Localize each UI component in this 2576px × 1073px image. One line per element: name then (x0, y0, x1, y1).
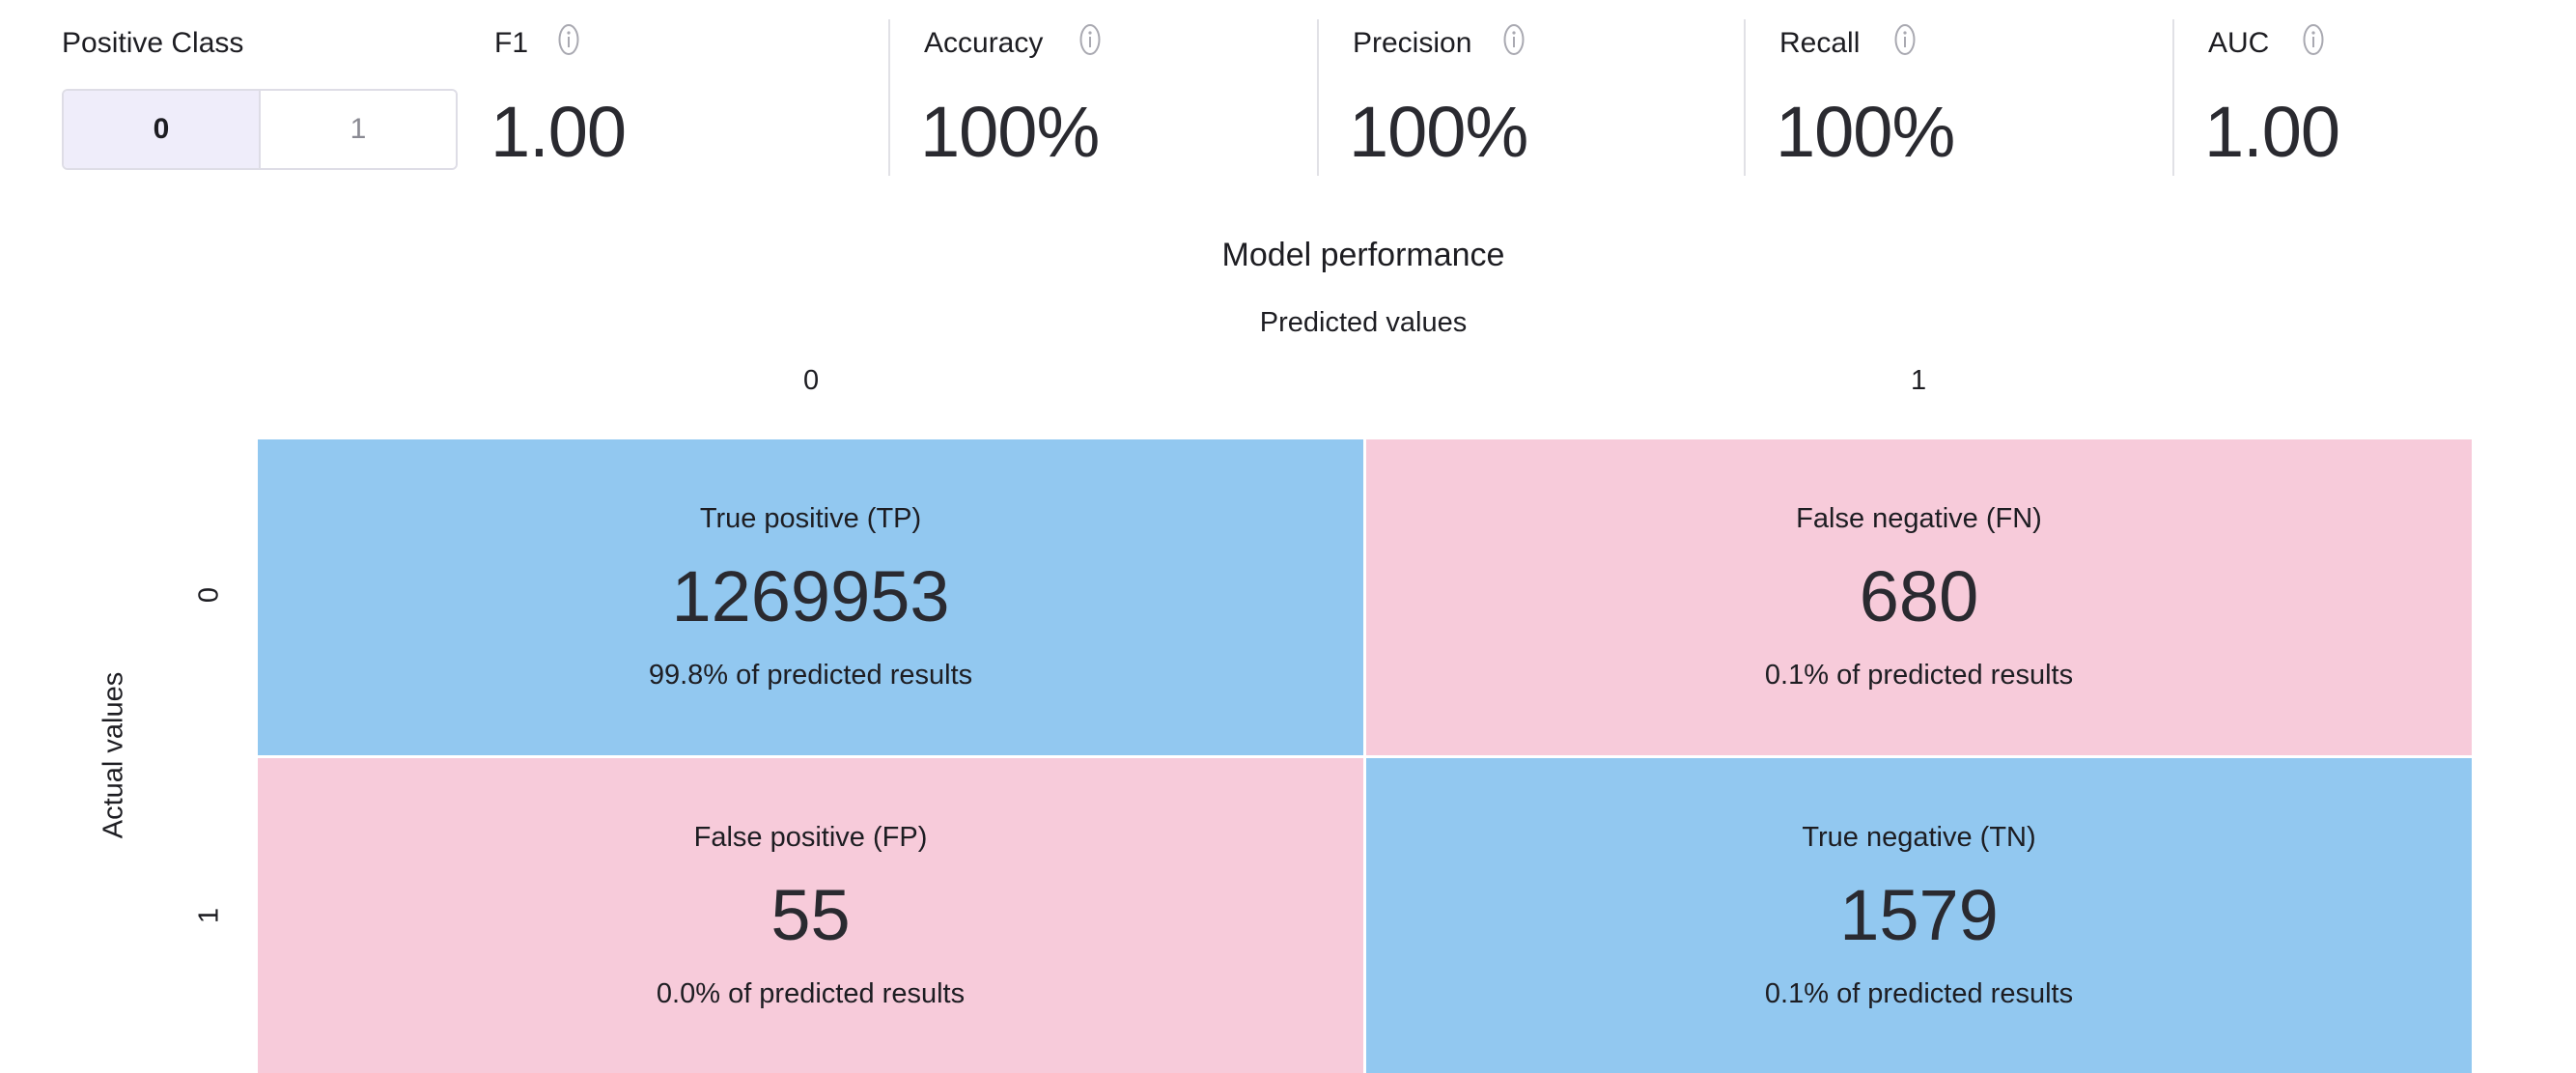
cell-count: 1269953 (671, 556, 950, 636)
metric-divider (888, 19, 890, 176)
chart-title: Model performance (1221, 237, 1505, 273)
metric-label: Precision (1353, 27, 1472, 59)
confusion-cell-false-positive: False positive (FP) 55 0.0% of predicted… (258, 758, 1363, 1073)
positive-class-toggle: 0 1 (62, 89, 458, 170)
metric-value: 100% (1349, 92, 1528, 172)
cell-percentage: 0.1% of predicted results (1764, 660, 2074, 691)
x-axis-title: Predicted values (1259, 307, 1468, 338)
cell-label: True negative (TN) (1802, 822, 2036, 853)
metric-label: Recall (1779, 27, 1861, 59)
metric-divider (1744, 19, 1746, 176)
confusion-cell-true-negative: True negative (TN) 1579 0.1% of predicte… (1366, 758, 2472, 1073)
info-icon[interactable] (558, 23, 579, 56)
positive-class-option-0[interactable]: 0 (64, 91, 261, 168)
info-icon[interactable] (1503, 23, 1525, 56)
metric-label: Accuracy (924, 27, 1044, 59)
metric-divider (2172, 19, 2174, 176)
cell-percentage: 0.0% of predicted results (656, 978, 966, 1009)
positive-class-label: Positive Class (62, 27, 244, 59)
cell-count: 55 (770, 875, 851, 955)
cell-label: False positive (FP) (693, 822, 928, 853)
row-tick-label: 0 (193, 586, 225, 604)
info-icon[interactable] (1894, 23, 1916, 56)
cell-label: True positive (TP) (699, 503, 922, 534)
cell-percentage: 0.1% of predicted results (1764, 978, 2074, 1009)
cell-label: False negative (FN) (1796, 503, 2042, 534)
metric-value: 1.00 (490, 92, 627, 172)
metric-value: 100% (920, 92, 1100, 172)
y-axis-title: Actual values (98, 671, 129, 839)
metric-value: 100% (1776, 92, 1955, 172)
metric-value: 1.00 (2204, 92, 2340, 172)
info-icon[interactable] (1079, 23, 1101, 56)
cell-count: 1579 (1839, 875, 1999, 955)
metric-label: AUC (2208, 27, 2270, 59)
column-tick-label: 1 (1910, 365, 1927, 396)
metric-divider (1317, 19, 1319, 176)
metric-label: F1 (494, 27, 529, 59)
positive-class-option-1[interactable]: 1 (261, 91, 456, 168)
info-icon[interactable] (2303, 23, 2324, 56)
cell-count: 680 (1859, 556, 1979, 636)
confusion-cell-false-negative: False negative (FN) 680 0.1% of predicte… (1366, 439, 2472, 755)
confusion-cell-true-positive: True positive (TP) 1269953 99.8% of pred… (258, 439, 1363, 755)
cell-percentage: 99.8% of predicted results (648, 660, 973, 691)
row-tick-label: 1 (193, 907, 225, 924)
column-tick-label: 0 (802, 365, 820, 396)
